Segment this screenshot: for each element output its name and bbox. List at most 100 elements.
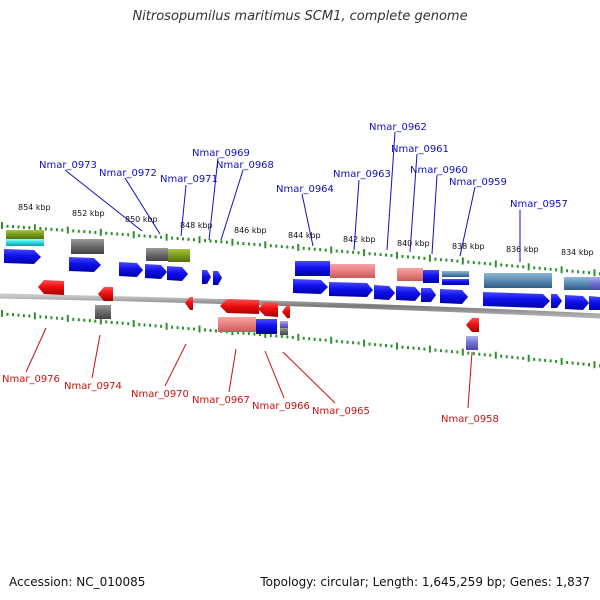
minor-tick [204, 328, 206, 332]
minor-tick [533, 357, 536, 361]
reverse-cds-arrow[interactable] [185, 297, 193, 310]
gene-label[interactable]: Nmar_0959 [449, 177, 507, 188]
minor-tick [247, 332, 250, 336]
reverse-cds-arrow[interactable] [98, 287, 113, 301]
minor-tick [127, 233, 130, 237]
leader-line [459, 186, 476, 257]
gene-label[interactable]: Nmar_0971 [160, 174, 218, 185]
minor-tick [319, 248, 322, 252]
major-tick [494, 351, 497, 359]
feature-box[interactable] [218, 317, 256, 332]
gene-label[interactable]: Nmar_0963 [333, 169, 391, 180]
reverse-cds-arrow[interactable] [38, 280, 64, 295]
gene-label[interactable]: Nmar_0965 [312, 406, 370, 417]
feature-box[interactable] [146, 248, 168, 261]
forward-cds-arrow[interactable] [396, 286, 421, 301]
feature-box[interactable] [590, 277, 600, 290]
feature-box[interactable] [256, 319, 277, 334]
reverse-cds-arrow[interactable] [220, 299, 259, 314]
feature-box[interactable] [564, 277, 590, 290]
forward-cds-arrow[interactable] [483, 292, 550, 308]
gene-label[interactable]: Nmar_0973 [39, 160, 97, 171]
gene-label[interactable]: Nmar_0966 [252, 401, 310, 412]
feature-box[interactable] [295, 261, 330, 276]
feature-box[interactable] [280, 328, 288, 335]
reverse-cds-arrow[interactable] [282, 305, 290, 318]
minor-tick [149, 234, 152, 238]
feature-box[interactable] [168, 249, 190, 262]
gene-label[interactable]: Nmar_0972 [99, 168, 157, 179]
forward-cds-arrow[interactable] [440, 289, 468, 304]
forward-cds-arrow[interactable] [119, 262, 143, 277]
forward-cds-arrow[interactable] [293, 279, 328, 294]
gene-label[interactable]: Nmar_0970 [131, 389, 189, 400]
forward-cds-arrow[interactable] [374, 285, 395, 300]
forward-cds-arrow[interactable] [167, 266, 188, 281]
major-tick [99, 317, 102, 325]
forward-cds-arrow[interactable] [565, 295, 589, 310]
minor-tick [77, 229, 80, 233]
forward-cds-arrow[interactable] [213, 271, 222, 285]
scale-label: 842 kbp [343, 235, 376, 244]
feature-box[interactable] [466, 336, 478, 350]
minor-tick [50, 316, 53, 320]
minor-tick [423, 347, 426, 351]
forward-cds-arrow[interactable] [551, 294, 562, 308]
minor-tick [258, 243, 261, 247]
feature-box[interactable] [484, 273, 552, 288]
minor-tick [17, 313, 20, 317]
gene-label[interactable]: Nmar_0976 [2, 374, 60, 385]
gene-label[interactable]: Nmar_0974 [64, 381, 122, 392]
reverse-cds-arrow[interactable] [466, 318, 479, 332]
minor-tick [247, 242, 250, 246]
feature-box[interactable] [397, 268, 423, 281]
feature-box[interactable] [330, 264, 375, 278]
minor-tick [121, 232, 124, 236]
forward-cds-arrow[interactable] [202, 270, 211, 284]
forward-cds-arrow[interactable] [145, 264, 167, 279]
feature-box[interactable] [423, 270, 439, 283]
minor-tick [187, 237, 190, 241]
accession-text: Accession: NC_010085 [9, 575, 146, 589]
minor-tick [357, 251, 360, 255]
minor-tick [407, 255, 409, 259]
feature-box[interactable] [95, 305, 111, 319]
gene-label[interactable]: Nmar_0968 [216, 160, 274, 171]
leader-line [228, 348, 237, 393]
feature-box[interactable] [6, 239, 44, 246]
gene-label[interactable]: Nmar_0961 [391, 144, 449, 155]
leader-line [64, 169, 143, 232]
feature-box[interactable] [280, 321, 288, 328]
gene-label[interactable]: Nmar_0962 [369, 122, 427, 133]
minor-tick [286, 245, 289, 249]
forward-cds-arrow[interactable] [329, 282, 373, 297]
feature-box[interactable] [442, 271, 469, 277]
gene-label[interactable]: Nmar_0957 [510, 199, 568, 210]
gene-label[interactable]: Nmar_0960 [410, 165, 468, 176]
minor-tick [555, 268, 558, 272]
reverse-cds-arrow[interactable] [258, 302, 278, 317]
gene-label[interactable]: Nmar_0969 [192, 148, 250, 159]
minor-tick [555, 360, 558, 363]
feature-box[interactable] [6, 230, 44, 239]
feature-box[interactable] [71, 239, 104, 254]
gene-label[interactable]: Nmar_0958 [441, 414, 499, 425]
major-tick [198, 236, 201, 244]
minor-tick [55, 316, 58, 320]
minor-tick [357, 341, 360, 345]
forward-cds-arrow[interactable] [589, 296, 600, 310]
major-tick [33, 312, 36, 320]
forward-cds-arrow[interactable] [4, 249, 41, 264]
minor-tick [121, 321, 124, 325]
minor-tick [445, 349, 448, 353]
gene-label[interactable]: Nmar_0967 [192, 395, 250, 406]
gene-label[interactable]: Nmar_0964 [276, 184, 334, 195]
feature-box[interactable] [442, 279, 469, 285]
minor-tick [346, 340, 349, 344]
major-tick [560, 358, 563, 365]
minor-tick [456, 350, 459, 354]
leader-line [180, 184, 187, 237]
forward-cds-arrow[interactable] [69, 257, 101, 272]
forward-cds-arrow[interactable] [421, 288, 436, 302]
